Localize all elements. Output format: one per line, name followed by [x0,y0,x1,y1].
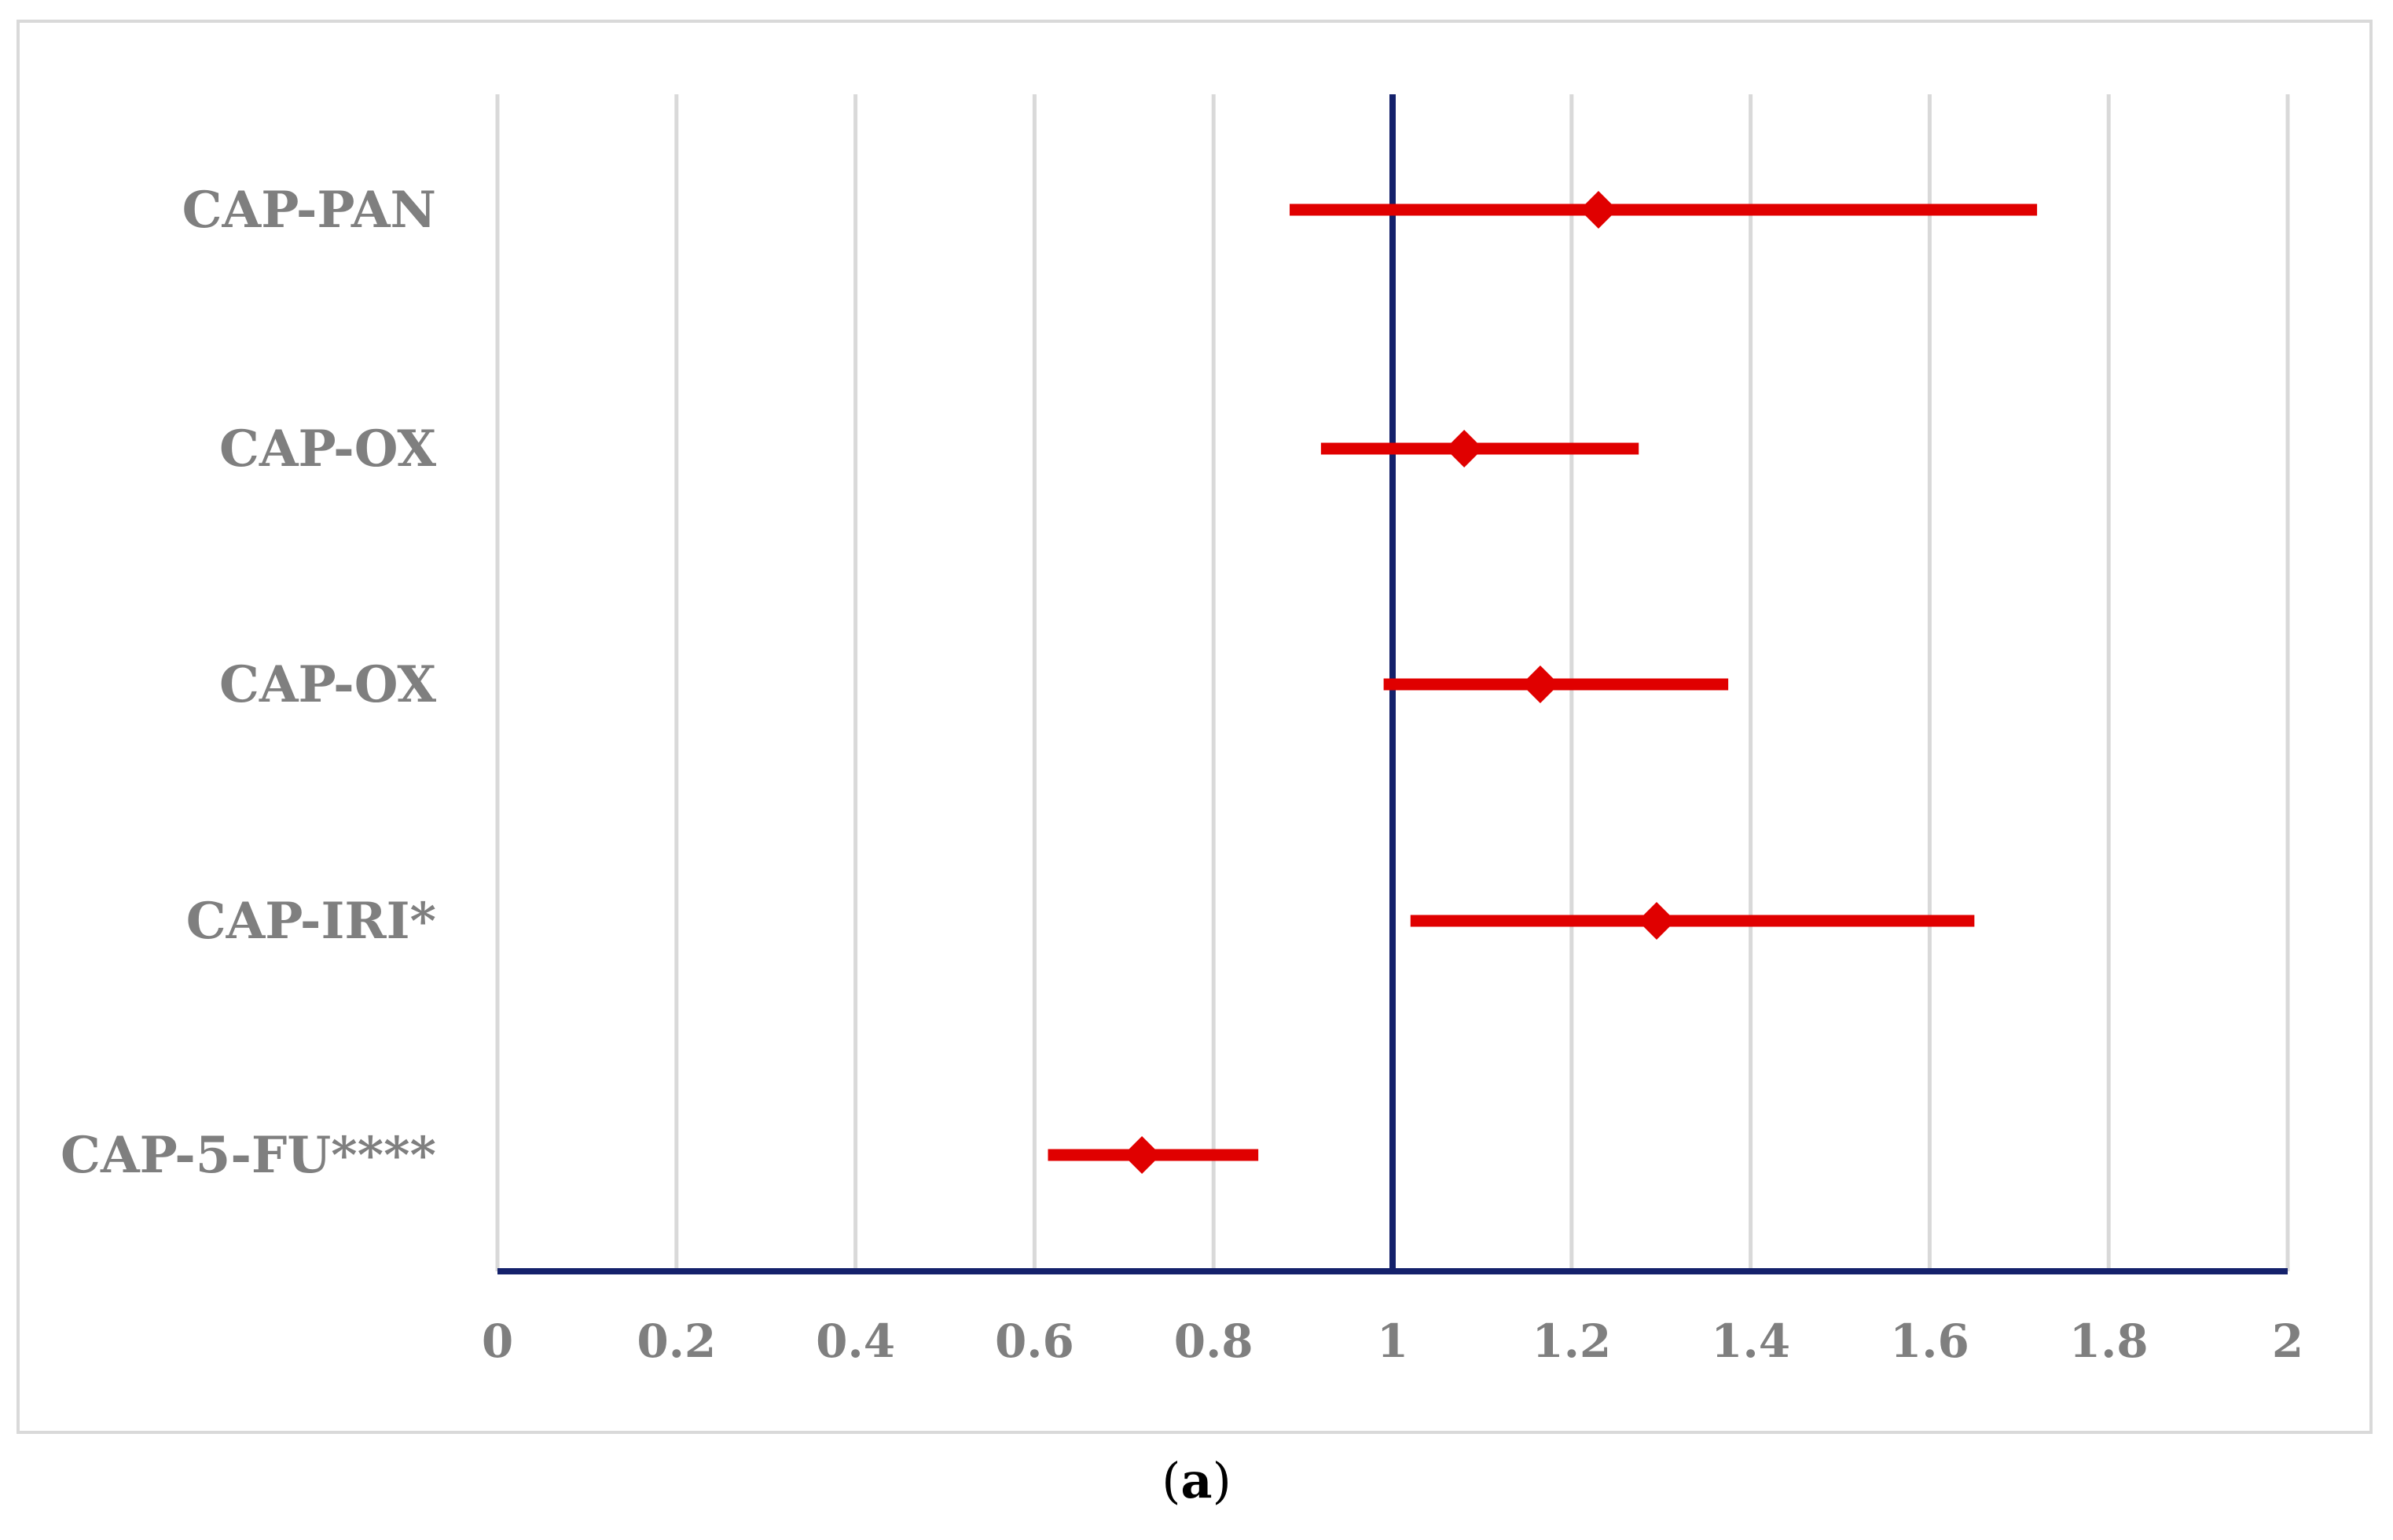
estimate-marker [1521,666,1559,703]
category-label: CAP-OX [219,655,436,714]
x-tick-label: 0.2 [637,1314,716,1368]
x-tick-label: 1.2 [1532,1314,1611,1368]
x-tick-label: 0.6 [995,1314,1074,1368]
x-tick-label: 0.4 [816,1314,895,1368]
estimate-marker [1123,1136,1162,1174]
point-estimates [1123,191,1676,1174]
x-tick-label: 1.8 [2069,1314,2149,1368]
x-tick-label: 1 [1377,1314,1408,1368]
category-label: CAP-5-FU**** [61,1126,436,1185]
chart-frame [17,20,2373,1434]
caption-letter: a [1180,1452,1213,1509]
x-tick-label: 2 [2272,1314,2303,1368]
x-tick-label: 0 [482,1314,513,1368]
category-label: CAP-PAN [182,181,436,240]
category-label: CAP-OX [219,420,436,478]
estimate-marker [1579,191,1617,229]
category-labels: CAP-PAN CAP-OX CAP-OX CAP-IRI* CAP-5-FU**** [61,181,436,1185]
category-label: CAP-IRI* [186,892,436,951]
x-tick-label: 0.8 [1174,1314,1253,1368]
x-tick-labels: 0 0.2 0.4 0.6 0.8 1 1.2 1.4 1.6 1.8 2 [482,1314,2303,1368]
x-tick-label: 1.6 [1890,1314,1969,1368]
estimate-marker [1445,430,1484,468]
figure-caption: (a) [0,1452,2393,1509]
x-tick-label: 1.4 [1711,1314,1790,1368]
caption-close-paren: ) [1212,1452,1231,1509]
estimate-marker [1638,902,1676,940]
caption-open-paren: ( [1162,1452,1181,1509]
